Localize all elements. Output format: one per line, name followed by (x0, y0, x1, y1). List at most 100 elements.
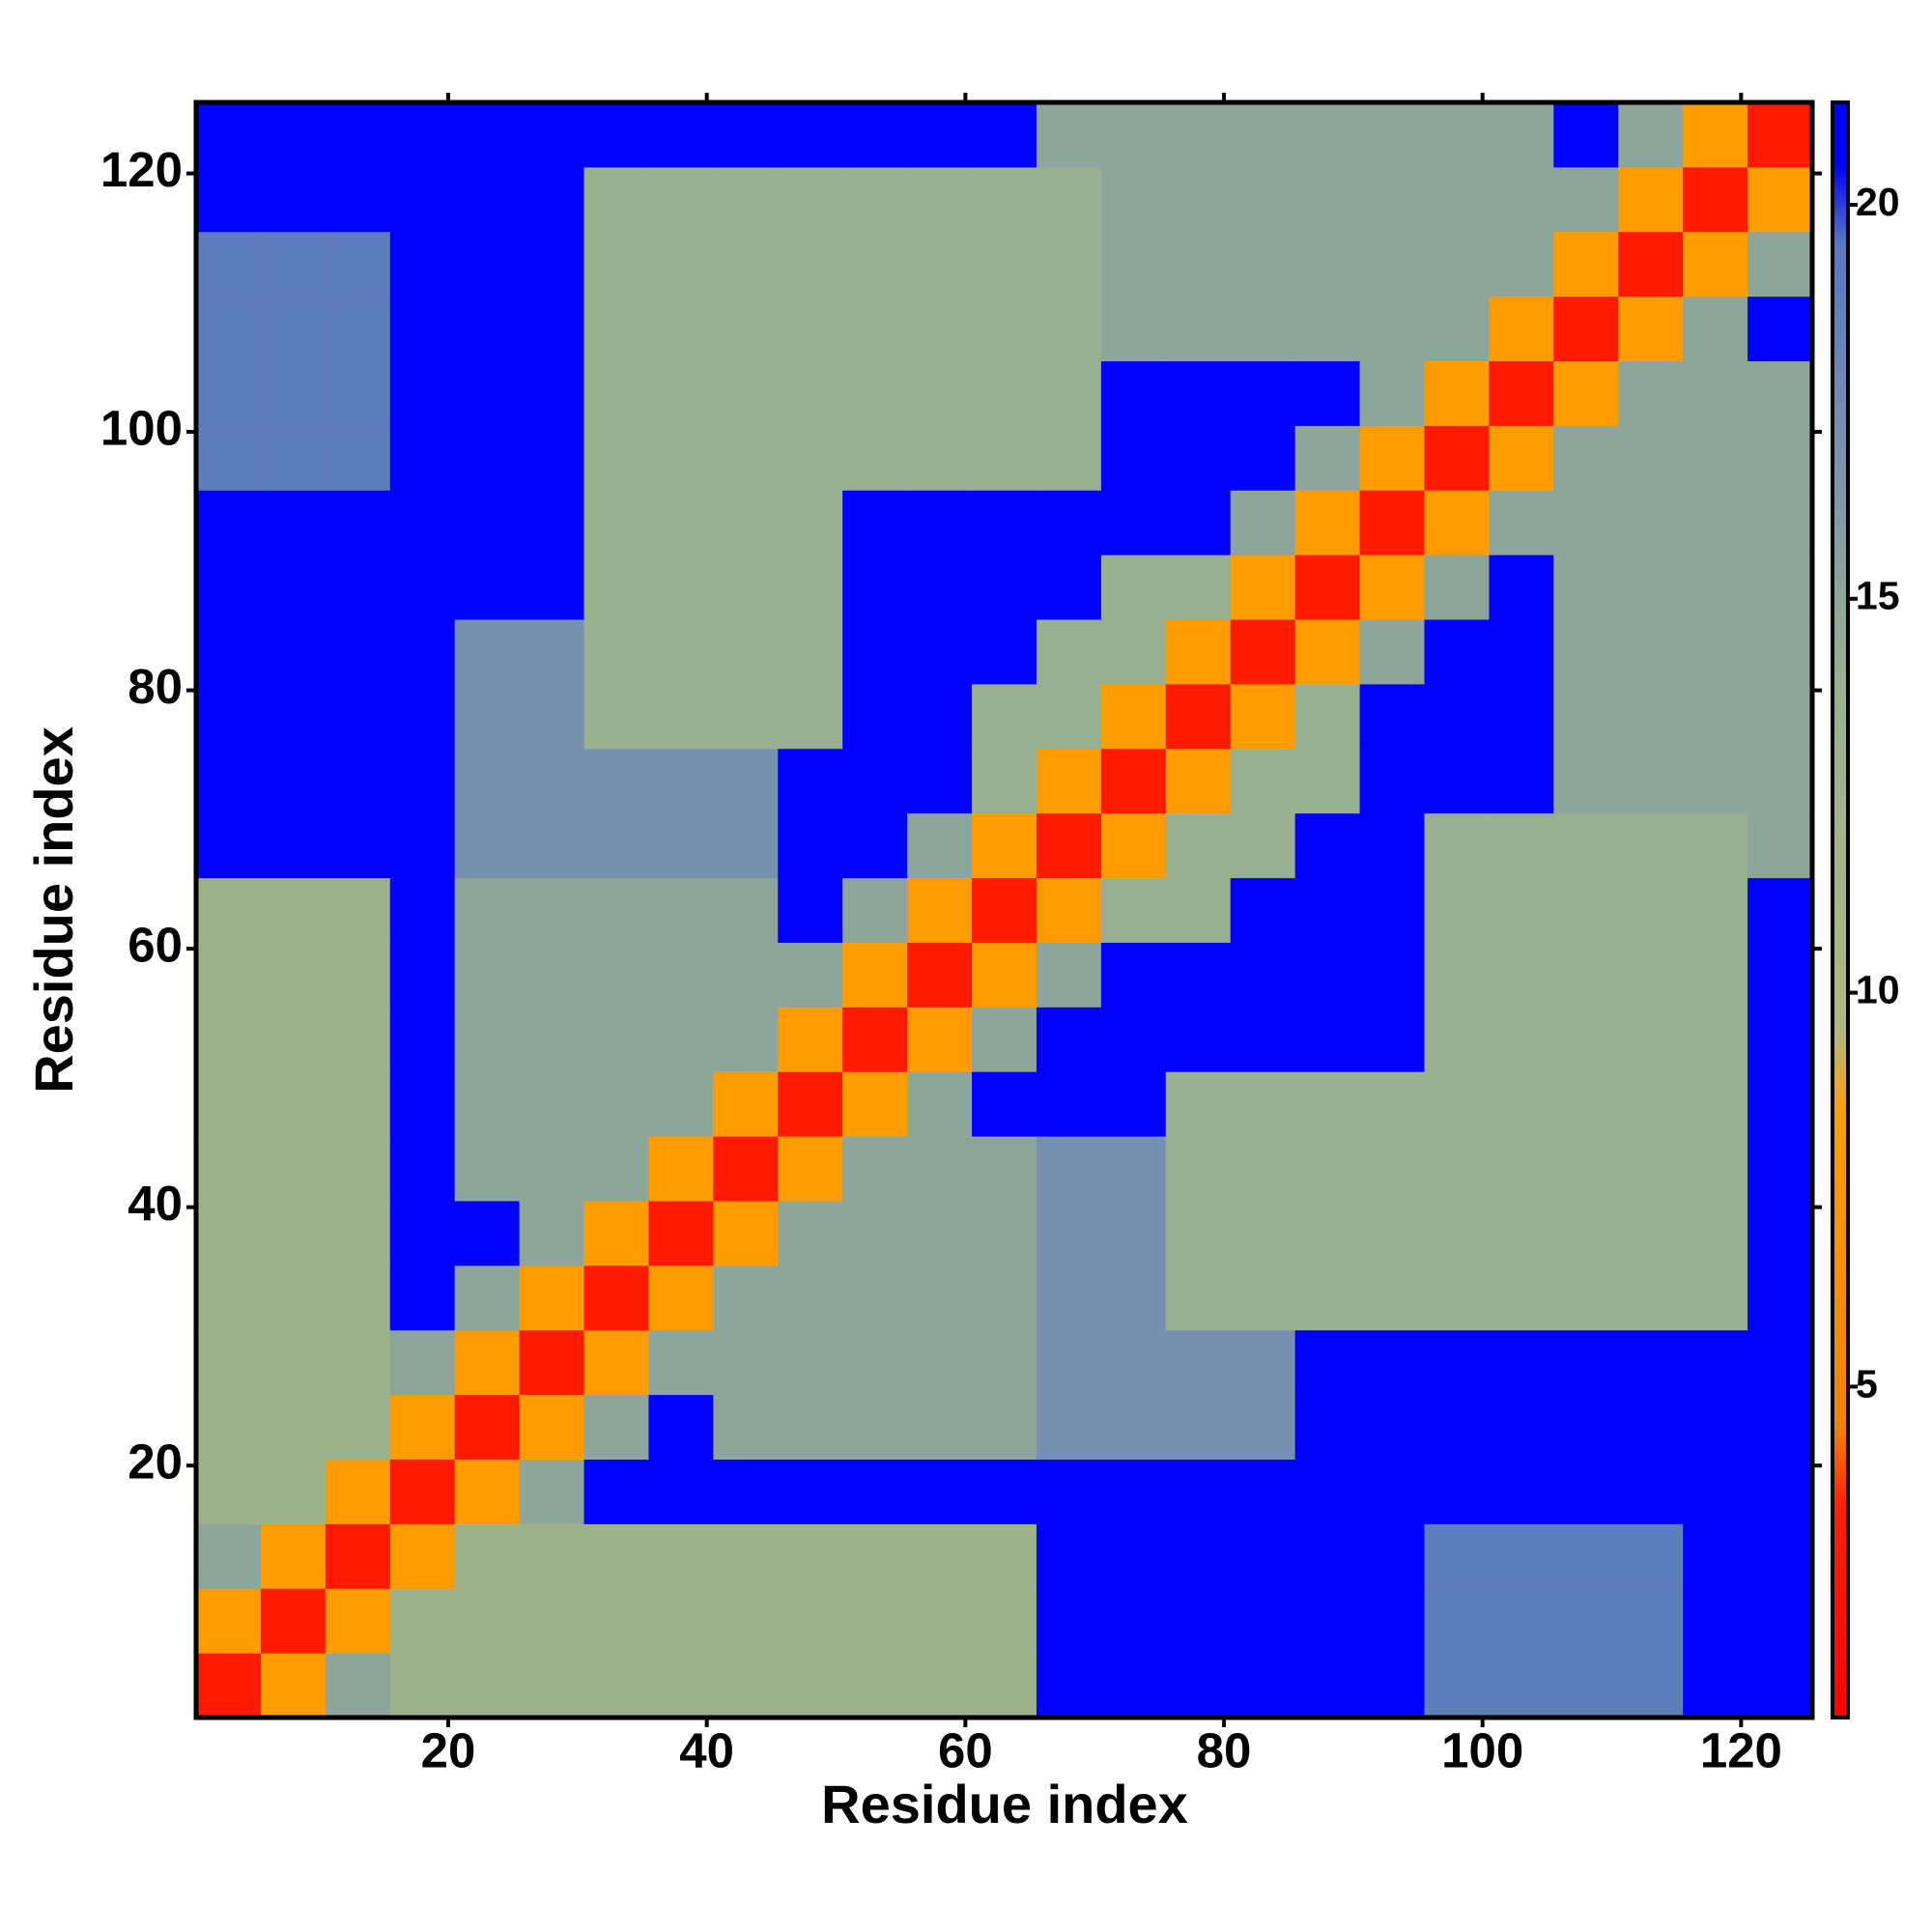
heatmap-cell (1100, 1459, 1167, 1524)
heatmap-cell (713, 619, 779, 685)
heatmap-cell (1747, 490, 1813, 555)
heatmap-cell (713, 748, 779, 814)
heatmap-cell (778, 683, 843, 750)
heatmap-cell (1359, 877, 1425, 943)
heatmap-cell (1489, 812, 1554, 879)
heatmap-cell (1294, 1136, 1361, 1202)
x-tick-label: 120 (1700, 1722, 1782, 1777)
heatmap-cell (1553, 360, 1619, 426)
heatmap-cell (1747, 166, 1813, 233)
heatmap-cell (907, 619, 973, 685)
heatmap-cell (1747, 425, 1813, 491)
heatmap-cell (1036, 490, 1102, 555)
heatmap-cell (260, 1329, 327, 1396)
heatmap-cell (1683, 1136, 1748, 1202)
heatmap-cell (1165, 942, 1232, 1008)
heatmap-cell (1618, 1264, 1684, 1331)
heatmap-cell (907, 1523, 973, 1589)
heatmap-cell (1230, 1588, 1296, 1654)
heatmap-cell (1683, 748, 1748, 814)
heatmap-cell (519, 1394, 585, 1460)
heatmap-cell (1683, 102, 1748, 168)
heatmap-cell (778, 1459, 843, 1524)
heatmap-cell (1747, 748, 1813, 814)
heatmap-cell (196, 812, 262, 879)
heatmap-cell (1230, 619, 1296, 685)
heatmap-cell (454, 102, 521, 168)
heatmap-cell (325, 490, 391, 555)
heatmap-cell (1683, 1394, 1748, 1460)
heatmap-cell (1489, 1394, 1554, 1460)
heatmap-cell (325, 1264, 391, 1331)
heatmap-cell (260, 425, 327, 491)
heatmap-cell (1618, 1523, 1684, 1589)
heatmap-cell (1683, 296, 1748, 362)
heatmap-cell (1165, 102, 1232, 168)
heatmap-cell (1747, 683, 1813, 750)
heatmap-cell (1683, 812, 1748, 879)
heatmap-cell (583, 102, 649, 168)
heatmap-cell (1683, 554, 1748, 620)
heatmap-cell (1165, 1071, 1232, 1137)
heatmap-cell (583, 1394, 649, 1460)
heatmap-cell (972, 554, 1037, 620)
heatmap-cell (648, 748, 714, 814)
heatmap-cell (454, 360, 521, 426)
heatmap-cell (1100, 812, 1167, 879)
heatmap-cell (713, 683, 779, 750)
heatmap-cell (713, 812, 779, 879)
heatmap-cell (1359, 490, 1425, 555)
heatmap-cell (1747, 360, 1813, 426)
heatmap-cell (1100, 425, 1167, 491)
heatmap-cell (1747, 296, 1813, 362)
heatmap-cell (972, 1071, 1037, 1137)
heatmap-cell (325, 102, 391, 168)
heatmap-cell (907, 1264, 973, 1331)
heatmap-cell (1036, 296, 1102, 362)
x-tick-label: 100 (1441, 1722, 1523, 1777)
heatmap-cell (389, 1007, 456, 1072)
heatmap-cell (1747, 1329, 1813, 1396)
heatmap-cell (1294, 619, 1361, 685)
heatmap-cell (648, 812, 714, 879)
heatmap-cell (1359, 425, 1425, 491)
heatmap-cell (1294, 1459, 1361, 1524)
heatmap-cell (325, 296, 391, 362)
heatmap-cell (1230, 554, 1296, 620)
heatmap-cell (389, 102, 456, 168)
heatmap-cell (1489, 942, 1554, 1008)
heatmap-cell (389, 1653, 456, 1719)
heatmap-cell (842, 1007, 908, 1072)
heatmap-cell (1230, 1136, 1296, 1202)
heatmap-cell (1100, 166, 1167, 233)
heatmap-cell (1489, 102, 1554, 168)
heatmap-cell (389, 296, 456, 362)
heatmap-cell (713, 877, 779, 943)
heatmap-cell (1553, 1136, 1619, 1202)
heatmap-cell (583, 1459, 649, 1524)
heatmap-cell (260, 231, 327, 298)
heatmap-cell (389, 1264, 456, 1331)
heatmap-cell (1165, 1136, 1232, 1202)
heatmap-cell (389, 683, 456, 750)
heatmap-cell (454, 1329, 521, 1396)
heatmap-cell (842, 812, 908, 879)
heatmap-cell (842, 748, 908, 814)
heatmap-cell (1424, 554, 1490, 620)
heatmap-cell (1424, 619, 1490, 685)
heatmap-cell (519, 1459, 585, 1524)
heatmap-cell (196, 1007, 262, 1072)
heatmap-cell (583, 1200, 649, 1266)
heatmap-cell (648, 102, 714, 168)
heatmap-cell (648, 425, 714, 491)
heatmap-cell (648, 1329, 714, 1396)
heatmap-cell (196, 360, 262, 426)
heatmap-cell (196, 683, 262, 750)
heatmap-cell (1618, 683, 1684, 750)
heatmap-cell (1424, 231, 1490, 298)
heatmap-cell (842, 683, 908, 750)
heatmap-cell (583, 1523, 649, 1589)
heatmap-cell (1424, 812, 1490, 879)
heatmap-cell (1294, 231, 1361, 298)
heatmap-cell (260, 1653, 327, 1719)
